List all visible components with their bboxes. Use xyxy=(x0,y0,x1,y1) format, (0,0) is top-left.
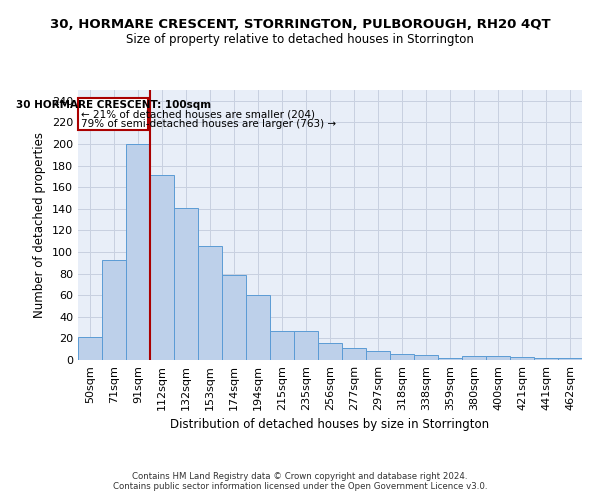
Bar xyxy=(390,354,414,360)
Bar xyxy=(318,342,342,360)
Bar xyxy=(102,260,126,360)
Text: ← 21% of detached houses are smaller (204): ← 21% of detached houses are smaller (20… xyxy=(82,110,316,120)
Text: 79% of semi-detached houses are larger (763) →: 79% of semi-detached houses are larger (… xyxy=(82,119,337,129)
Bar xyxy=(150,176,174,360)
Bar xyxy=(78,338,102,360)
Bar xyxy=(438,358,462,360)
Bar xyxy=(558,358,582,360)
Bar xyxy=(342,348,366,360)
Bar xyxy=(462,356,486,360)
Bar xyxy=(198,246,222,360)
Bar xyxy=(174,208,198,360)
Bar xyxy=(486,356,510,360)
Bar xyxy=(222,274,246,360)
Bar xyxy=(294,331,318,360)
FancyBboxPatch shape xyxy=(79,98,148,130)
Bar xyxy=(510,357,534,360)
Bar xyxy=(366,352,390,360)
Text: 30, HORMARE CRESCENT, STORRINGTON, PULBOROUGH, RH20 4QT: 30, HORMARE CRESCENT, STORRINGTON, PULBO… xyxy=(50,18,550,30)
Text: 30 HORMARE CRESCENT: 100sqm: 30 HORMARE CRESCENT: 100sqm xyxy=(16,100,211,110)
Bar xyxy=(246,295,270,360)
Text: Contains public sector information licensed under the Open Government Licence v3: Contains public sector information licen… xyxy=(113,482,487,491)
Y-axis label: Number of detached properties: Number of detached properties xyxy=(34,132,46,318)
Bar xyxy=(126,144,150,360)
X-axis label: Distribution of detached houses by size in Storrington: Distribution of detached houses by size … xyxy=(170,418,490,432)
Bar xyxy=(534,358,558,360)
Bar xyxy=(270,331,294,360)
Text: Contains HM Land Registry data © Crown copyright and database right 2024.: Contains HM Land Registry data © Crown c… xyxy=(132,472,468,481)
Bar xyxy=(414,354,438,360)
Text: Size of property relative to detached houses in Storrington: Size of property relative to detached ho… xyxy=(126,32,474,46)
